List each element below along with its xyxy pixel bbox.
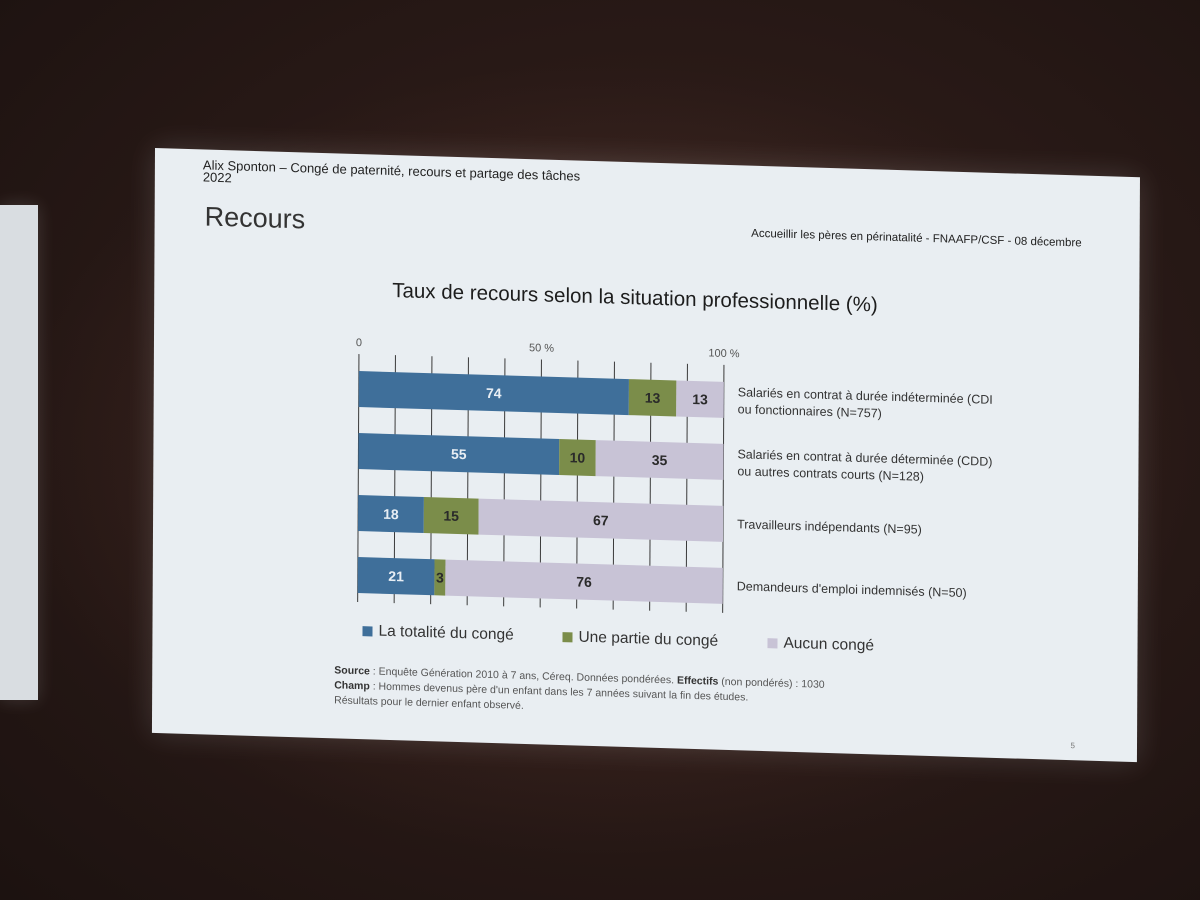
category-label: Demandeurs d'emploi indemnisés (N=50) bbox=[737, 579, 967, 600]
x-tick-label: 100 % bbox=[708, 347, 739, 360]
bar-data-label: 74 bbox=[486, 385, 502, 401]
bar-segment bbox=[478, 498, 724, 542]
legend-item-aucun: Aucun congé bbox=[767, 634, 874, 655]
bar-segment bbox=[628, 379, 677, 417]
slide: Alix Sponton – Congé de paternité, recou… bbox=[151, 148, 1140, 763]
bar-segment bbox=[357, 557, 435, 596]
bar-data-label: 3 bbox=[436, 569, 444, 585]
x-tick-label: 0 bbox=[356, 337, 362, 349]
legend-label-totalite: La totalité du congé bbox=[378, 622, 514, 644]
bar-data-label: 18 bbox=[383, 506, 399, 522]
bar-data-label: 55 bbox=[451, 446, 467, 462]
category-label: ou fonctionnaires (N=757) bbox=[738, 402, 882, 420]
legend-swatch-aucun bbox=[767, 638, 778, 649]
bar-data-label: 13 bbox=[645, 390, 661, 406]
bar-data-label: 13 bbox=[692, 391, 708, 407]
legend-item-totalite: La totalité du congé bbox=[362, 622, 514, 644]
bar-data-label: 15 bbox=[443, 508, 459, 524]
bar-data-label: 21 bbox=[388, 568, 404, 584]
side-screen bbox=[0, 205, 38, 700]
bar-segment bbox=[423, 496, 479, 535]
legend-item-partie: Une partie du congé bbox=[562, 628, 718, 651]
category-label: ou autres contrats courts (N=128) bbox=[737, 464, 924, 484]
x-tick-label: 50 % bbox=[529, 342, 554, 355]
bar-segment bbox=[358, 371, 629, 416]
bar-segment bbox=[434, 559, 446, 596]
bar-data-label: 10 bbox=[570, 449, 586, 465]
bar-segment bbox=[358, 433, 560, 475]
legend-label-aucun: Aucun congé bbox=[783, 634, 875, 655]
bar-segment bbox=[559, 439, 596, 477]
bar-segment bbox=[676, 380, 724, 418]
page-number: 5 bbox=[1070, 741, 1076, 751]
bar-data-label: 35 bbox=[652, 452, 668, 468]
legend-swatch-partie bbox=[562, 632, 573, 643]
bar-segment bbox=[445, 559, 723, 604]
note-effectifs-label: Effectifs bbox=[676, 674, 719, 688]
legend-swatch-totalite bbox=[362, 626, 373, 637]
category-label: Travailleurs indépendants (N=95) bbox=[737, 517, 922, 536]
bar-data-label: 67 bbox=[593, 512, 609, 528]
note-effectifs-text: (non pondérés) : 1030 bbox=[718, 675, 825, 691]
bar-data-label: 76 bbox=[576, 574, 592, 590]
bar-segment bbox=[595, 440, 724, 480]
stacked-bar-chart: 0 50 % 100 %74 13 13 Salariés en contrat à du… bbox=[356, 337, 993, 613]
note-champ-label: Champ bbox=[334, 679, 370, 693]
note-source-label: Source bbox=[334, 664, 370, 678]
bar-segment bbox=[358, 495, 424, 533]
legend-label-partie: Une partie du congé bbox=[578, 628, 719, 650]
